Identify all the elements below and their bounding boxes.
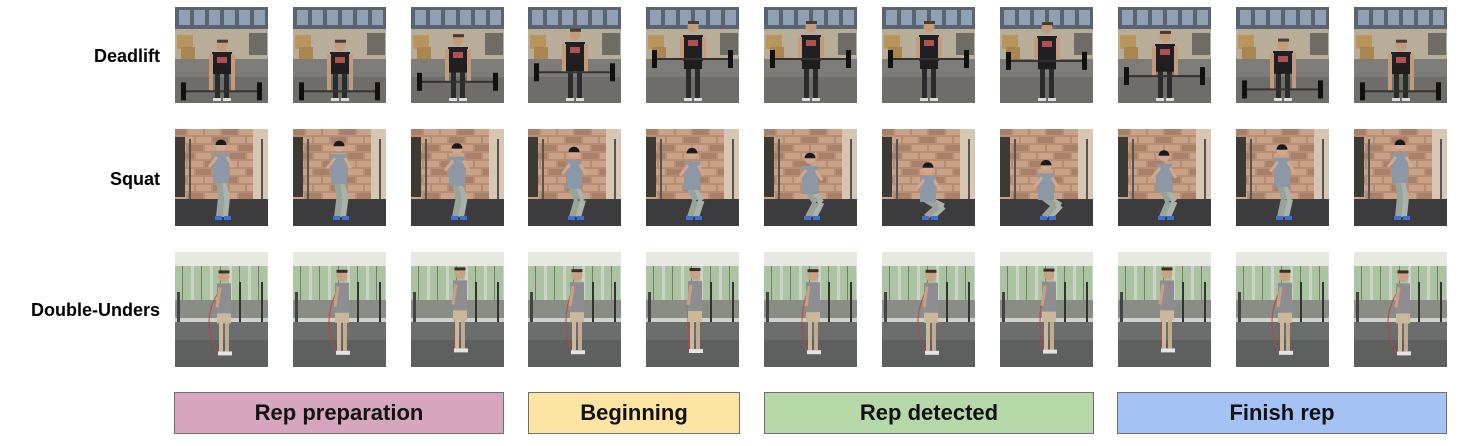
double-unders-frame-image xyxy=(646,252,739,367)
deadlift-frame-image xyxy=(1236,7,1329,103)
double-unders-frame-image xyxy=(411,252,504,367)
deadlift-frame-image xyxy=(882,7,975,103)
double-unders-frame-3 xyxy=(411,252,504,367)
deadlift-frame-8 xyxy=(1000,7,1093,103)
deadlift-frame-image xyxy=(175,7,268,103)
deadlift-frame-10 xyxy=(1236,7,1329,103)
deadlift-frame-4 xyxy=(528,7,621,103)
deadlift-frame-7 xyxy=(882,7,975,103)
deadlift-frame-5 xyxy=(646,7,739,103)
row-label-squat: Squat xyxy=(109,169,160,189)
squat-frame-4 xyxy=(528,129,621,226)
squat-frame-image xyxy=(882,129,975,226)
row-label-deadlift: Deadlift xyxy=(93,46,160,66)
deadlift-frame-1 xyxy=(175,7,268,103)
squat-frame-image xyxy=(175,129,268,226)
squat-frame-image xyxy=(293,129,386,226)
double-unders-frame-11 xyxy=(1354,252,1447,367)
double-unders-frame-image xyxy=(528,252,621,367)
deadlift-frame-11 xyxy=(1354,7,1447,103)
double-unders-frame-8 xyxy=(1000,252,1093,367)
phase-rep-detected: Rep detected xyxy=(764,392,1094,434)
deadlift-frame-image xyxy=(1354,7,1447,103)
double-unders-frame-image xyxy=(1354,252,1447,367)
row-label-double-unders: Double-Unders xyxy=(30,300,160,320)
squat-frame-image xyxy=(646,129,739,226)
squat-frame-10 xyxy=(1236,129,1329,226)
squat-frame-11 xyxy=(1354,129,1447,226)
double-unders-frame-image xyxy=(1000,252,1093,367)
phase-finish-rep: Finish rep xyxy=(1117,392,1447,434)
deadlift-frame-6 xyxy=(764,7,857,103)
double-unders-frame-image xyxy=(882,252,975,367)
double-unders-frame-image xyxy=(1236,252,1329,367)
double-unders-frame-7 xyxy=(882,252,975,367)
double-unders-frame-2 xyxy=(293,252,386,367)
squat-frame-7 xyxy=(882,129,975,226)
double-unders-frame-image xyxy=(764,252,857,367)
squat-frame-8 xyxy=(1000,129,1093,226)
deadlift-frame-image xyxy=(1000,7,1093,103)
squat-frame-image xyxy=(411,129,504,226)
double-unders-frame-image xyxy=(175,252,268,367)
squat-frame-9 xyxy=(1118,129,1211,226)
double-unders-frame-1 xyxy=(175,252,268,367)
squat-frame-2 xyxy=(293,129,386,226)
deadlift-frame-image xyxy=(528,7,621,103)
double-unders-frame-6 xyxy=(764,252,857,367)
deadlift-frame-9 xyxy=(1118,7,1211,103)
double-unders-frame-4 xyxy=(528,252,621,367)
squat-frame-image xyxy=(1000,129,1093,226)
double-unders-frame-image xyxy=(1118,252,1211,367)
phase-beginning: Beginning xyxy=(528,392,740,434)
squat-frame-image xyxy=(1118,129,1211,226)
squat-frame-3 xyxy=(411,129,504,226)
double-unders-frame-image xyxy=(293,252,386,367)
deadlift-frame-image xyxy=(411,7,504,103)
deadlift-frame-image xyxy=(764,7,857,103)
squat-frame-image xyxy=(1354,129,1447,226)
squat-frame-6 xyxy=(764,129,857,226)
deadlift-frame-image xyxy=(1118,7,1211,103)
double-unders-frame-10 xyxy=(1236,252,1329,367)
deadlift-frame-image xyxy=(293,7,386,103)
double-unders-frame-9 xyxy=(1118,252,1211,367)
squat-frame-1 xyxy=(175,129,268,226)
phase-rep-preparation: Rep preparation xyxy=(174,392,504,434)
double-unders-frame-5 xyxy=(646,252,739,367)
deadlift-frame-image xyxy=(646,7,739,103)
squat-frame-image xyxy=(1236,129,1329,226)
squat-frame-5 xyxy=(646,129,739,226)
deadlift-frame-2 xyxy=(293,7,386,103)
squat-frame-image xyxy=(764,129,857,226)
squat-frame-image xyxy=(528,129,621,226)
deadlift-frame-3 xyxy=(411,7,504,103)
